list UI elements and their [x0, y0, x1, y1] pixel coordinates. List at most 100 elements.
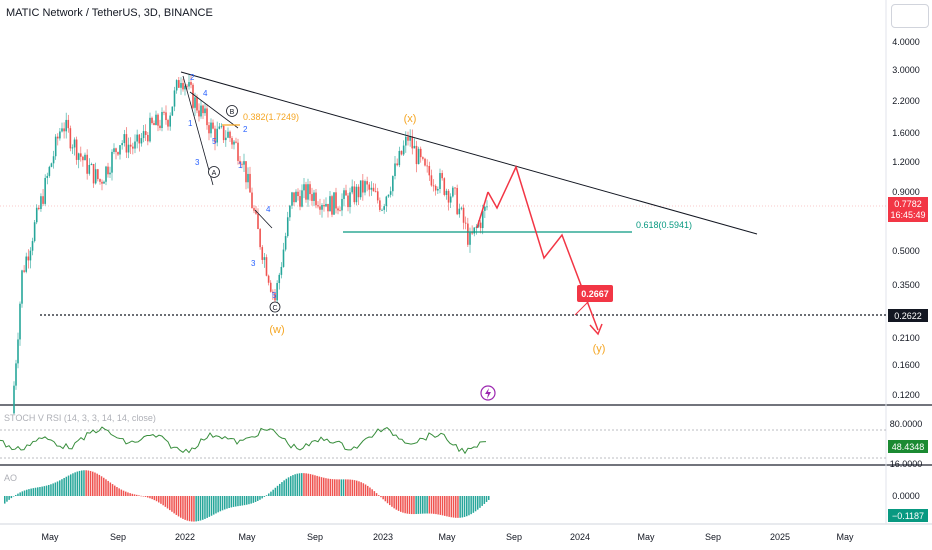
candle-body — [202, 105, 204, 114]
candle-body — [165, 112, 167, 121]
candle-body — [138, 134, 141, 144]
candle-body — [147, 134, 149, 142]
candle-body — [278, 274, 281, 284]
candle-body — [241, 163, 243, 165]
candle-body — [456, 187, 458, 215]
candle-body — [479, 222, 482, 229]
candle-body — [419, 148, 422, 158]
candle-body — [301, 190, 303, 207]
candle-body — [331, 196, 333, 215]
candle-body — [196, 97, 198, 111]
osc-bar — [415, 496, 417, 515]
trendline[interactable] — [180, 71, 758, 235]
projection-path[interactable] — [487, 164, 599, 331]
osc-bar — [349, 479, 351, 496]
candle-body — [299, 196, 301, 207]
osc-bar — [241, 496, 244, 506]
candle-body — [370, 187, 373, 190]
osc-bar — [83, 470, 85, 496]
candle-body — [400, 150, 403, 155]
osc-bar — [290, 476, 292, 496]
candle-body — [259, 229, 261, 248]
candle-body — [50, 163, 53, 167]
osc-bar — [118, 488, 120, 496]
osc-bar — [72, 473, 74, 496]
stoch-tick-80: 80.0000 — [890, 419, 923, 429]
candle-body — [257, 213, 259, 230]
candle-body — [439, 173, 441, 189]
wave-a-circle — [208, 166, 220, 178]
candle-body — [117, 152, 119, 155]
candle-body — [387, 194, 390, 197]
candle-body — [206, 108, 208, 126]
target-badge[interactable] — [577, 285, 613, 302]
wave-b-line[interactable] — [189, 91, 239, 129]
osc-bar — [380, 496, 382, 498]
candle-body — [161, 112, 163, 129]
candle-body — [364, 181, 366, 193]
candle-body — [107, 166, 109, 175]
candle-body — [447, 190, 450, 203]
wave-c-label: C — [272, 305, 277, 312]
candle-body — [454, 187, 456, 189]
layout-toggle-button[interactable] — [891, 4, 929, 28]
osc-bar — [6, 496, 8, 502]
candle-body — [323, 205, 325, 207]
osc-bar — [287, 477, 290, 496]
candle-body — [42, 196, 44, 204]
projection-arrow-icon — [589, 323, 603, 336]
candle-body — [255, 210, 257, 214]
osc-bar — [367, 485, 369, 496]
osc-bar — [448, 496, 450, 517]
osc-bar — [127, 492, 129, 496]
wave-b-label: B — [230, 109, 235, 116]
osc-bar — [353, 480, 356, 496]
osc-bar — [439, 496, 442, 515]
candle-body — [178, 80, 180, 88]
lightning-glyph-icon — [485, 388, 491, 399]
candle-body — [136, 134, 138, 142]
candle-body — [319, 206, 321, 210]
osc-bar — [149, 496, 151, 499]
osc-bar — [184, 496, 186, 520]
osc-bar — [296, 473, 299, 496]
candle-body — [153, 123, 155, 126]
candle-body — [374, 191, 377, 193]
candle-body — [409, 136, 411, 141]
osc-bar — [393, 496, 395, 509]
wave-number-1c: 1 — [238, 161, 243, 170]
osc-indicator-label[interactable]: AO — [4, 473, 17, 483]
projection-start[interactable] — [476, 191, 489, 229]
stoch-indicator-label[interactable]: STOCH V RSI (14, 3, 3, 14, 14, close) — [4, 413, 156, 423]
wave-4-line[interactable] — [254, 209, 273, 229]
wave-number-3c: 3 — [251, 259, 256, 268]
candle-body — [237, 142, 239, 161]
candle-body — [303, 184, 305, 191]
candle-body — [222, 125, 225, 141]
candle-body — [63, 128, 65, 132]
osc-bar — [228, 496, 230, 508]
candle-body — [394, 163, 396, 177]
osc-tick-zero: 0.0000 — [892, 491, 920, 501]
osc-bar — [323, 477, 325, 496]
osc-bar — [461, 496, 464, 518]
osc-bar — [85, 470, 87, 496]
osc-bar — [56, 481, 59, 496]
osc-bar — [204, 496, 206, 519]
osc-bar — [314, 475, 316, 496]
osc-bar — [23, 490, 26, 496]
osc-bar — [285, 478, 288, 496]
osc-bar — [488, 496, 490, 500]
osc-bar — [76, 471, 79, 496]
osc-bar — [400, 496, 402, 512]
wave-a-line[interactable] — [182, 75, 214, 186]
candle-body — [67, 119, 70, 129]
candle-body — [434, 185, 437, 191]
candle-body — [464, 222, 467, 224]
osc-bar — [177, 496, 180, 517]
candle-body — [92, 164, 95, 184]
osc-bar — [70, 474, 72, 496]
candle-body — [13, 385, 15, 414]
candle-body — [405, 136, 407, 146]
